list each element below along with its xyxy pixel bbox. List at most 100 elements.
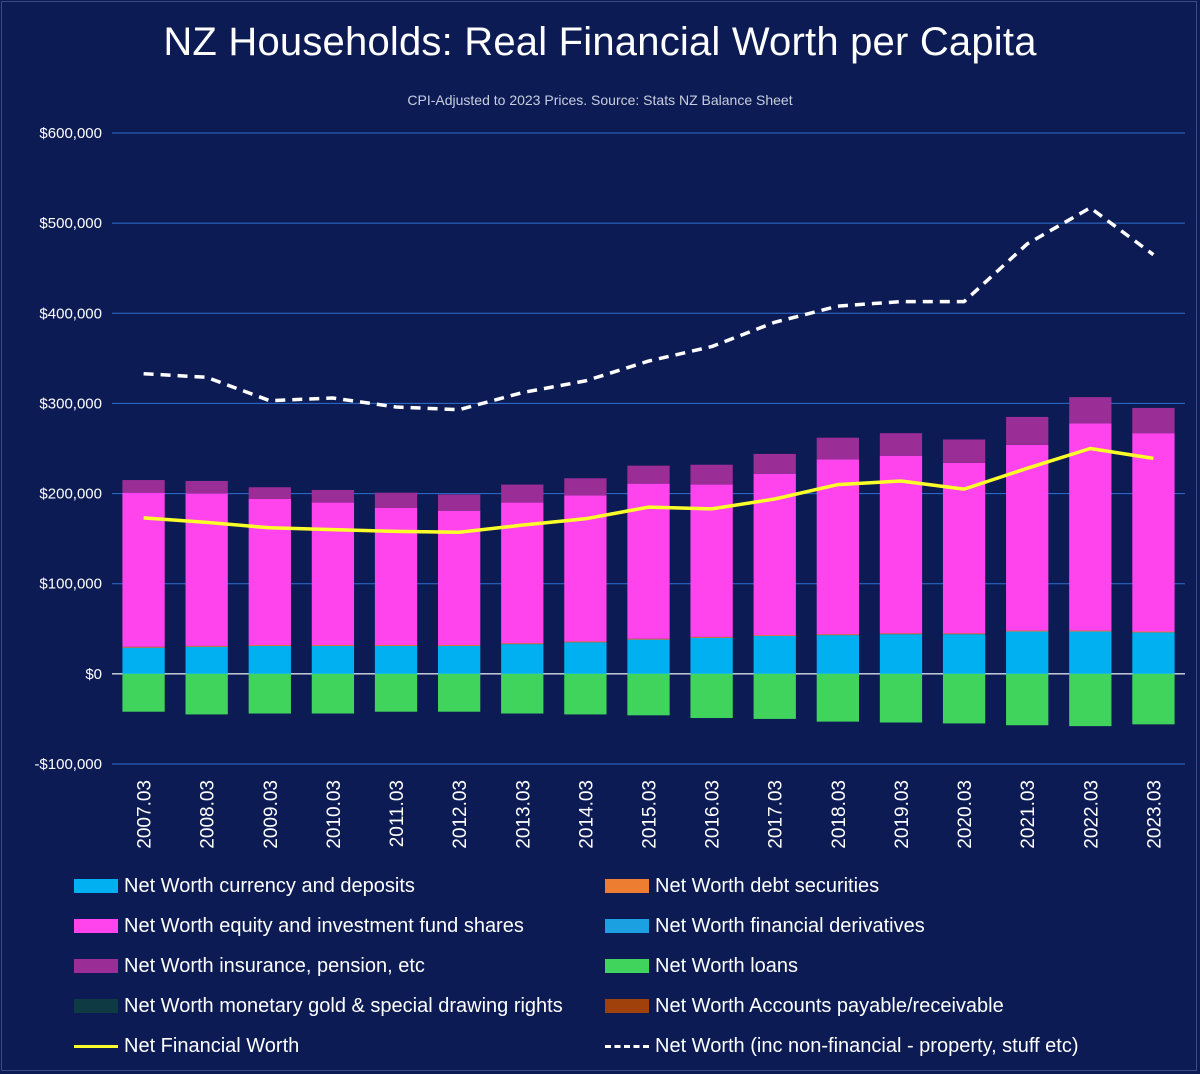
y-tick-label: $0 [85,666,102,683]
net-worth-line [143,206,1155,412]
legend-label: Net Worth (inc non-financial - property,… [655,1034,1079,1057]
chart-subtitle: CPI-Adjusted to 2023 Prices. Source: Sta… [407,92,793,108]
bar-segment [942,633,986,635]
bar-segment [564,642,607,674]
bar-segment [1069,397,1112,424]
bar-segment [185,493,228,646]
x-tick-label: 2019.03 [892,780,913,849]
bar-segment [311,673,355,714]
legend-item: Net Worth currency and deposits [74,872,415,900]
bar-segment [248,645,291,646]
bar-segment [627,673,670,716]
tick-labels: -$100,000 $0 $100,000 $200,000 $300,000 $400,… [34,125,1165,849]
legend-swatch [605,879,649,893]
legend-label: Net Worth Accounts payable/receivable [655,994,1004,1017]
x-tick-label: 2023.03 [1144,780,1165,849]
x-tick-label: 2008.03 [198,780,219,849]
legend-label: Net Financial Worth [124,1034,300,1057]
bar-segment [122,480,165,493]
legend-item: Net Worth equity and investment fund sha… [74,912,524,940]
bar-segment [248,498,291,646]
bar-segment [816,634,859,636]
bar-segment [1069,631,1112,674]
bar-segment [1132,631,1175,633]
legend-item: Net Worth insurance, pension, etc [74,952,425,980]
bar-segment [1069,630,1112,632]
bar-segment [942,439,986,463]
legend-line-swatch [605,1044,649,1048]
legend-swatch [74,879,118,893]
x-tick-label: 2017.03 [766,780,787,849]
bar-segment [690,636,733,638]
bar-segment [438,645,481,646]
bar-segment [879,673,923,723]
bar-segment [753,453,796,474]
bar-segment [374,645,418,646]
bar-segment [311,502,355,646]
lines [143,206,1155,535]
legend-line-swatch [74,1044,118,1048]
legend-swatch [605,919,649,933]
bar-segment [690,673,733,719]
bar-segment [690,464,733,485]
y-tick-label: $600,000 [39,125,102,142]
legend-label: Net Worth insurance, pension, etc [124,954,425,977]
legend-item: Net Worth (inc non-financial - property,… [605,1032,1079,1060]
bar-segment [942,634,986,674]
legend-item: Net Worth financial derivatives [605,912,925,940]
bar-segment [1006,416,1049,445]
bar-segment [564,641,607,643]
bar-segment [564,478,607,496]
bar-segment [816,673,859,722]
x-tick-label: 2014.03 [576,780,597,849]
bar-segment [690,637,733,674]
bar-segment [501,644,544,674]
bar-segment [248,645,291,674]
bar-segment [879,633,923,635]
bar-segment [1006,673,1049,726]
legend-item: Net Worth debt securities [605,872,879,900]
bar-segment [311,645,355,674]
bar-segment [816,635,859,674]
bar-segment [374,673,418,712]
y-tick-label: $100,000 [39,576,102,593]
bar-segment [1006,630,1049,632]
x-tick-label: 2009.03 [261,780,282,849]
bar-segment [438,494,481,511]
bars [122,397,1175,727]
bar-segment [248,487,291,499]
bar-segment [1132,632,1175,674]
bar-segment [501,643,544,645]
bar-segment [879,433,923,456]
bar-segment [501,484,544,503]
bar-segment [122,647,165,674]
legend-swatch [74,959,118,973]
x-tick-label: 2007.03 [135,780,156,849]
y-tick-label: $400,000 [39,305,102,322]
x-tick-label: 2018.03 [829,780,850,849]
bar-segment [627,465,670,484]
x-tick-label: 2016.03 [703,780,724,849]
bar-segment [122,673,165,712]
bar-segment [1069,673,1112,727]
chart-title: NZ Households: Real Financial Worth per … [163,20,1037,64]
bar-segment [1006,444,1049,631]
legend-swatch [74,999,118,1013]
bar-segment [1006,631,1049,674]
bar-segment [185,645,228,647]
y-tick-label: -$100,000 [34,756,102,773]
x-tick-label: 2010.03 [324,780,345,849]
bar-segment [1132,407,1175,434]
legend-item: Net Worth Accounts payable/receivable [605,992,1004,1020]
legend-item: Net Worth monetary gold & special drawin… [74,992,563,1020]
legend-label: Net Worth financial derivatives [655,914,925,937]
bar-segment [248,673,291,714]
x-tick-label: 2011.03 [387,780,408,847]
legend-label: Net Worth debt securities [655,874,880,897]
bar-segment [374,507,418,646]
bar-segment [501,673,544,714]
bar-segment [311,645,355,646]
bar-segment [122,492,165,647]
